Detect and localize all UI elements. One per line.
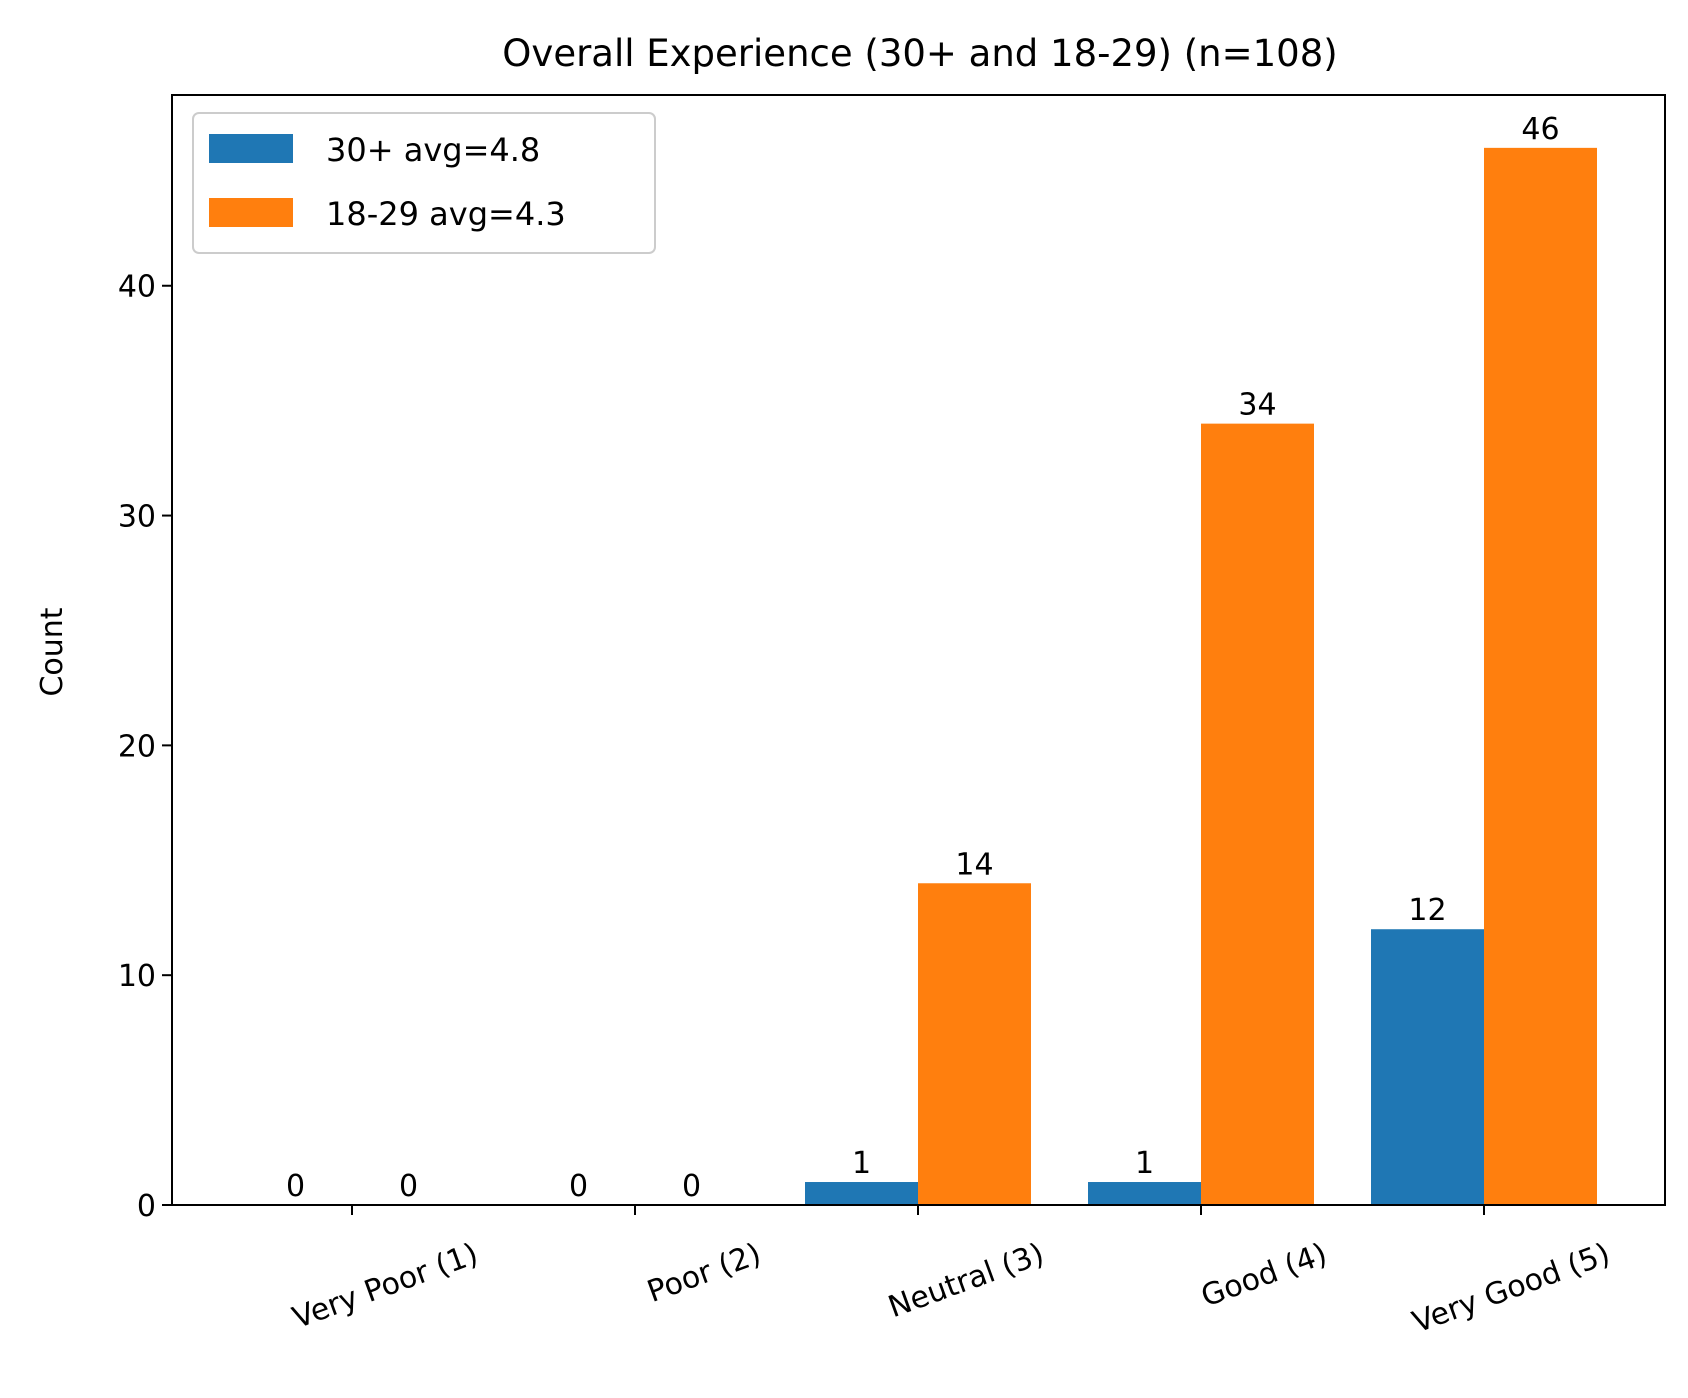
bar-labels-layer: 0 0 1 1 12 0 0 14 34 46	[286, 112, 1560, 1204]
bar-value-label: 12	[1408, 893, 1446, 928]
bar-series-2-5	[1484, 147, 1597, 1205]
legend: 30+ avg=4.8 18-29 avg=4.3	[192, 112, 656, 254]
y-axis: 0 10 20 30 40	[118, 270, 172, 1224]
legend-label: 18-29 avg=4.3	[326, 195, 566, 233]
bar-value-label: 0	[286, 1169, 305, 1204]
y-tick-label: 0	[137, 1189, 156, 1224]
bar-value-label: 0	[682, 1169, 701, 1204]
y-tick-label: 40	[118, 270, 156, 305]
legend-swatch	[209, 198, 293, 227]
y-tick-label: 30	[118, 500, 156, 535]
bar-value-label: 1	[852, 1146, 871, 1181]
legend-label: 30+ avg=4.8	[326, 131, 540, 169]
bar-value-label: 46	[1521, 112, 1559, 147]
bar-value-label: 34	[1238, 388, 1276, 423]
legend-box	[192, 112, 656, 254]
bar-series-2-4	[1201, 423, 1314, 1205]
bar-series-1-4	[1088, 1182, 1201, 1205]
bar-series-2-3	[918, 883, 1031, 1205]
bar-series-1-3	[805, 1182, 918, 1205]
bars-layer	[805, 147, 1597, 1205]
legend-swatch	[209, 134, 293, 163]
y-tick-label: 20	[118, 729, 156, 764]
bar-value-label: 1	[1135, 1146, 1154, 1181]
bar-series-1-5	[1371, 929, 1484, 1205]
bar-value-label: 0	[569, 1169, 588, 1204]
chart-title: Overall Experience (30+ and 18-29) (n=10…	[502, 32, 1337, 75]
y-axis-label: Count	[35, 607, 70, 696]
plot-frame	[171, 94, 1666, 1206]
y-tick-label: 10	[118, 959, 156, 994]
bar-value-label: 0	[399, 1169, 418, 1204]
bar-value-label: 14	[955, 847, 993, 882]
